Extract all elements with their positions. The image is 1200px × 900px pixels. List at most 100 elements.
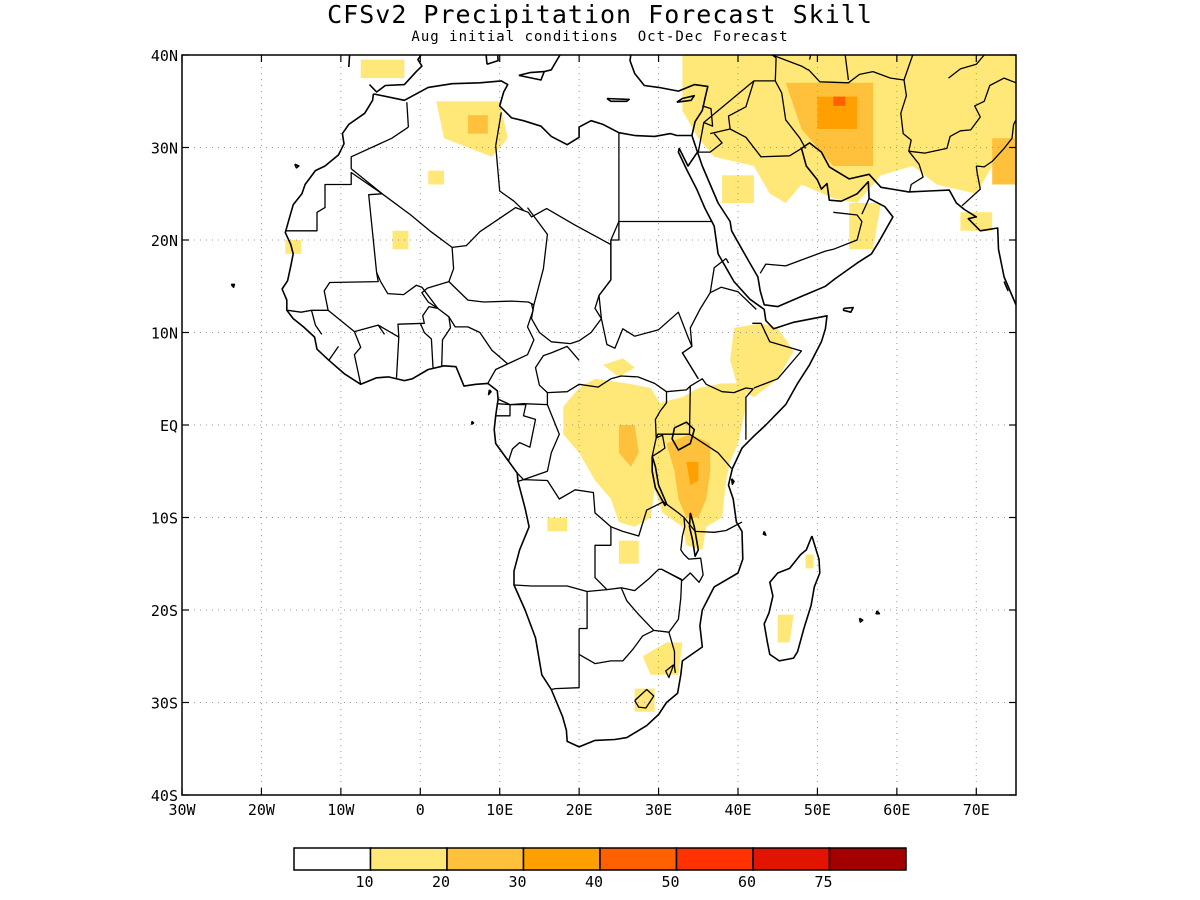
border-30: [578, 629, 655, 665]
legend-label: 50: [661, 873, 679, 891]
border-40: [419, 323, 434, 368]
legend-swatch: [446, 847, 525, 871]
border-59: [808, 55, 812, 60]
skill-region-sahara-patch: [428, 170, 445, 185]
lon-tick-label: 60E: [883, 801, 910, 819]
skill-region-central-africa-core: [618, 425, 639, 467]
skill-shading-layer: [285, 55, 1016, 712]
lat-tick-label: 20N: [151, 232, 178, 250]
skill-region-pakistan-patch: [992, 138, 1016, 185]
mediterranean-north-coastline: [348, 55, 351, 68]
border-25: [606, 501, 704, 592]
border-60: [903, 55, 915, 81]
border-56: [961, 165, 981, 207]
legend-label: 75: [814, 873, 832, 891]
map-title: CFSv2 Precipitation Forecast Skill: [327, 0, 873, 29]
border-36: [406, 102, 410, 128]
lon-tick-label: 20W: [248, 801, 276, 819]
border-46: [729, 128, 802, 158]
bioko-coastline: [487, 389, 492, 396]
lon-tick-label: 20E: [566, 801, 593, 819]
border-35: [495, 112, 502, 146]
skill-region-east-africa-peak: [686, 462, 699, 486]
border-8: [448, 281, 535, 306]
sao-tome-coastline: [471, 420, 475, 425]
border-18: [651, 434, 666, 457]
cape-verde-coastline: [230, 283, 236, 289]
skill-region-east-africa-core: [666, 434, 711, 518]
lon-tick-label: 70E: [963, 801, 990, 819]
skill-region-morocco-north-patch: [360, 59, 405, 79]
border-42: [327, 309, 386, 335]
legend-label: 20: [432, 873, 450, 891]
border-5: [285, 171, 383, 313]
border-16: [513, 478, 612, 593]
legend-swatch: [752, 847, 831, 871]
border-24: [752, 322, 803, 389]
border-23: [709, 286, 757, 310]
border-48: [702, 105, 714, 127]
lat-tick-label: 20S: [151, 602, 178, 620]
border-32: [665, 664, 675, 679]
mediterranean-east-coastline: [629, 55, 709, 136]
lat-tick-label: 10S: [151, 510, 178, 528]
border-13: [495, 403, 511, 417]
lat-tick-label: 10N: [151, 325, 178, 343]
coastline-layer: [230, 55, 1016, 748]
madagascar-coastline: [763, 535, 821, 662]
skill-region-lesotho-patch: [634, 688, 655, 712]
border-2: [495, 145, 524, 211]
border-51: [759, 211, 863, 274]
border-layer: [285, 55, 1016, 709]
lon-tick-label: 30W: [168, 801, 196, 819]
lake-malawi-coastline: [688, 512, 700, 558]
lon-tick-label: 40E: [724, 801, 751, 819]
legend-label: 40: [585, 873, 603, 891]
skill-region-mali-patch: [392, 230, 409, 250]
skill-region-sahel-patch: [603, 358, 635, 377]
lon-tick-label: 50E: [804, 801, 831, 819]
lon-tick-label: 10W: [327, 801, 355, 819]
border-43: [328, 346, 340, 361]
sicily-coastline: [518, 70, 546, 81]
skill-region-iran-peak: [817, 96, 858, 129]
arabia-coastline: [696, 142, 1016, 308]
border-10: [487, 363, 508, 384]
border-58: [844, 55, 850, 81]
border-1: [350, 168, 713, 249]
zanzibar-coastline: [730, 478, 735, 486]
socotra-coastline: [842, 306, 855, 314]
skill-region-malawi-patch: [682, 526, 707, 550]
border-37: [350, 126, 409, 169]
legend-label: 10: [355, 873, 373, 891]
lake-victoria-coastline: [671, 421, 696, 451]
skill-region-horn-of-africa: [730, 323, 794, 398]
border-28: [551, 628, 580, 691]
africa-coastline: [281, 80, 828, 748]
legend-swatch: [522, 847, 601, 871]
spain-south-coastline: [368, 55, 423, 93]
crete-coastline: [606, 97, 631, 103]
border-20: [689, 433, 733, 469]
skill-region-central-africa: [563, 378, 663, 527]
lat-tick-label: EQ: [160, 417, 178, 435]
border-47: [710, 80, 755, 135]
sri-lanka-coastline: [1003, 281, 1009, 292]
border-31: [668, 632, 676, 673]
border-17: [610, 391, 668, 537]
cyprus-coastline: [676, 94, 696, 103]
border-33: [634, 688, 655, 709]
skill-region-madagascar-patch: [777, 614, 794, 643]
legend-swatch: [369, 847, 448, 871]
border-39: [395, 337, 400, 378]
skill-region-mauritania-coast-patch: [285, 240, 302, 254]
legend-label: 30: [508, 873, 526, 891]
canary-islands-coastline: [294, 163, 300, 169]
reunion-coastline: [858, 617, 864, 623]
legend-swatch: [293, 847, 372, 871]
skill-region-arabia-interior-patch: [722, 175, 754, 203]
lat-tick-label: 30S: [151, 695, 178, 713]
border-6: [421, 247, 455, 367]
